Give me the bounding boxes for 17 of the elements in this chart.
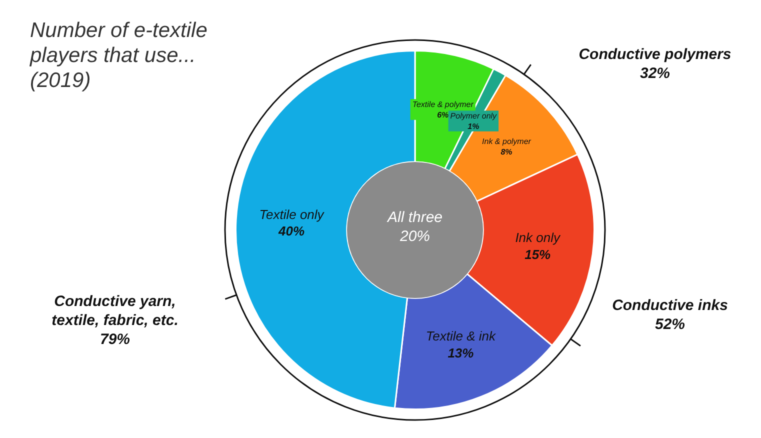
data-label: 13% — [448, 346, 474, 361]
slice-label: Textile only — [259, 206, 326, 222]
text: All three 20% — [386, 208, 444, 246]
data-label: 15% — [524, 247, 552, 262]
slice-label: Ink only — [515, 230, 562, 246]
text: Conductive yarn, textile, fabric, etc. 79% — [50, 292, 180, 349]
slice-label: Textile & polymer — [412, 100, 474, 109]
text: Conductive inks 52% — [611, 296, 729, 334]
slice-label: Ink & polymer — [482, 137, 532, 146]
slice-label: Textile & ink — [426, 328, 498, 344]
slice-label: Polymer only — [450, 111, 498, 120]
data-label: 8% — [500, 148, 512, 157]
text: Conductive polymers 32% — [578, 45, 732, 83]
chart-title: Number of e-textile players that use... (2019) — [30, 18, 208, 93]
data-label: 1% — [468, 122, 480, 131]
data-label: 40% — [278, 224, 305, 239]
data-label: 6% — [437, 110, 449, 120]
